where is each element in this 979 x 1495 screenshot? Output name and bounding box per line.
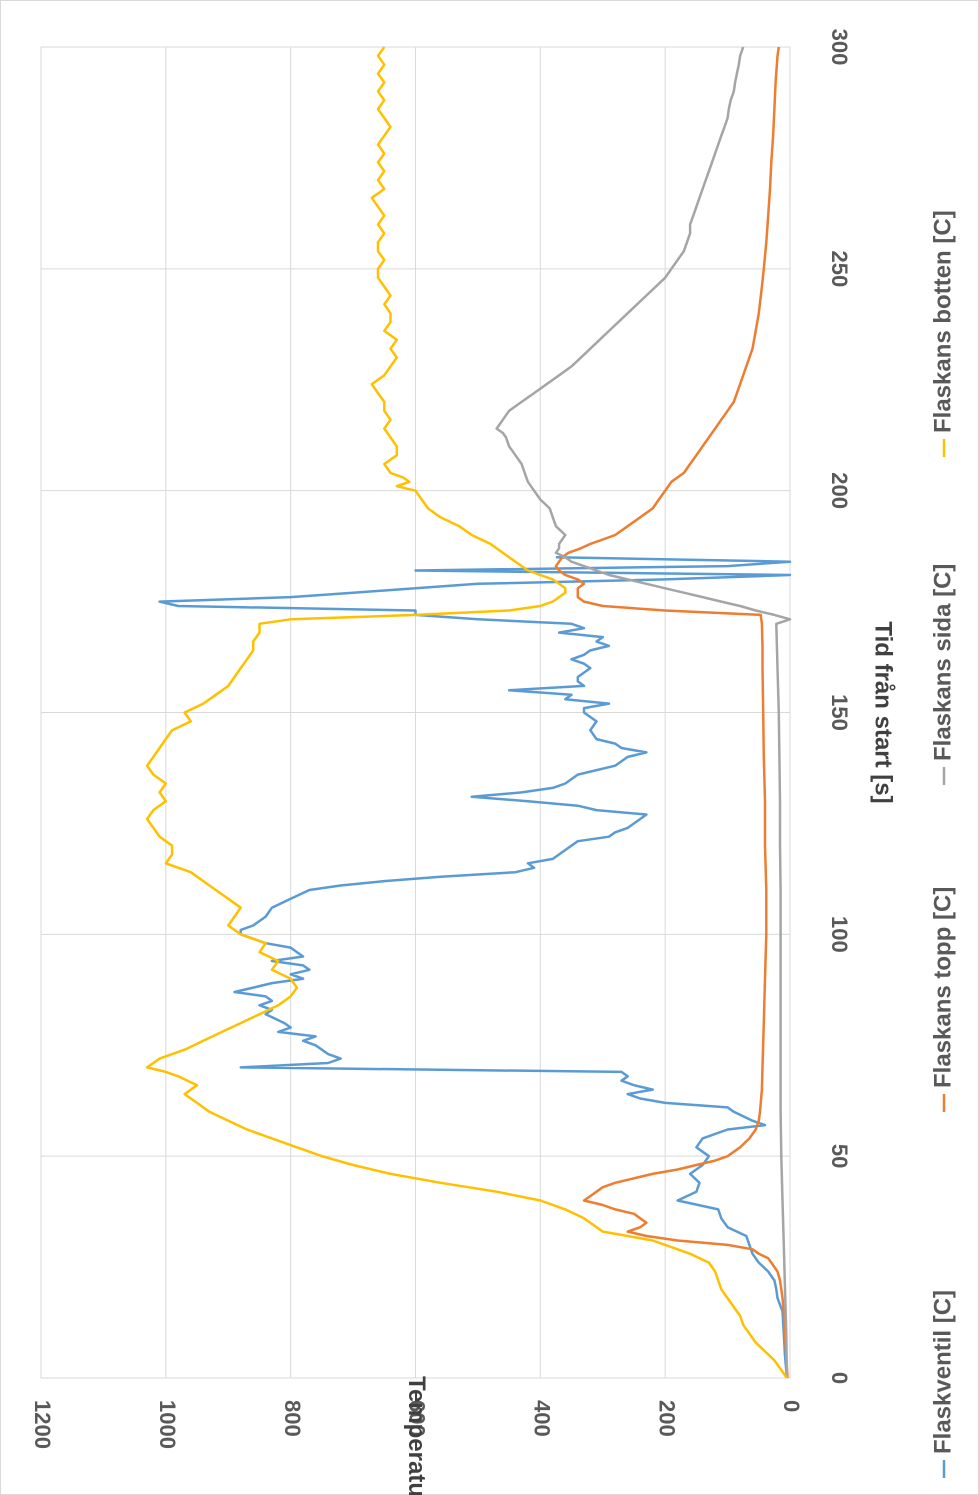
x-tick-label-3: 150 — [827, 694, 852, 731]
y-tick-label-4: 800 — [280, 1400, 305, 1437]
series-line-1 — [554, 46, 789, 1379]
legend-label-1: Flaskans topp [C] — [929, 887, 956, 1088]
y-tick-label-0: 0 — [779, 1400, 804, 1412]
x-tick-label-5: 250 — [827, 250, 852, 287]
y-tick-labels: 0 200 400 600 800 1000 1200 — [30, 1400, 804, 1449]
series-layer — [145, 46, 792, 1379]
y-tick-label-1: 200 — [654, 1400, 679, 1437]
y-tick-label-2: 400 — [530, 1400, 555, 1437]
x-tick-label-0: 0 — [827, 1372, 852, 1384]
x-axis-title: Tid från start [s] — [870, 621, 897, 803]
legend: Flaskventil [C] Flaskans topp [C] Flaskans… — [929, 210, 956, 1478]
series-line-2 — [495, 46, 792, 1379]
x-tick-label-6: 300 — [827, 29, 852, 66]
series-line-0 — [158, 555, 792, 1379]
legend-label-2: Flaskans sida [C] — [929, 564, 956, 761]
x-tick-label-1: 50 — [827, 1144, 852, 1168]
y-tick-label-5: 1000 — [155, 1400, 180, 1449]
y-axis-title: Temperatur [°C] — [403, 1376, 430, 1495]
series-line-3 — [145, 46, 788, 1379]
x-tick-labels: 0 50 100 150 200 250 300 — [827, 29, 852, 1384]
x-tick-label-4: 200 — [827, 472, 852, 509]
y-tick-label-3: 600 — [405, 1400, 430, 1437]
legend-label-3: Flaskans botten [C] — [929, 210, 956, 433]
legend-label-0: Flaskventil [C] — [929, 1290, 956, 1454]
gridlines — [40, 46, 791, 1379]
x-tick-label-2: 100 — [827, 916, 852, 953]
y-tick-label-6: 1200 — [30, 1400, 55, 1449]
